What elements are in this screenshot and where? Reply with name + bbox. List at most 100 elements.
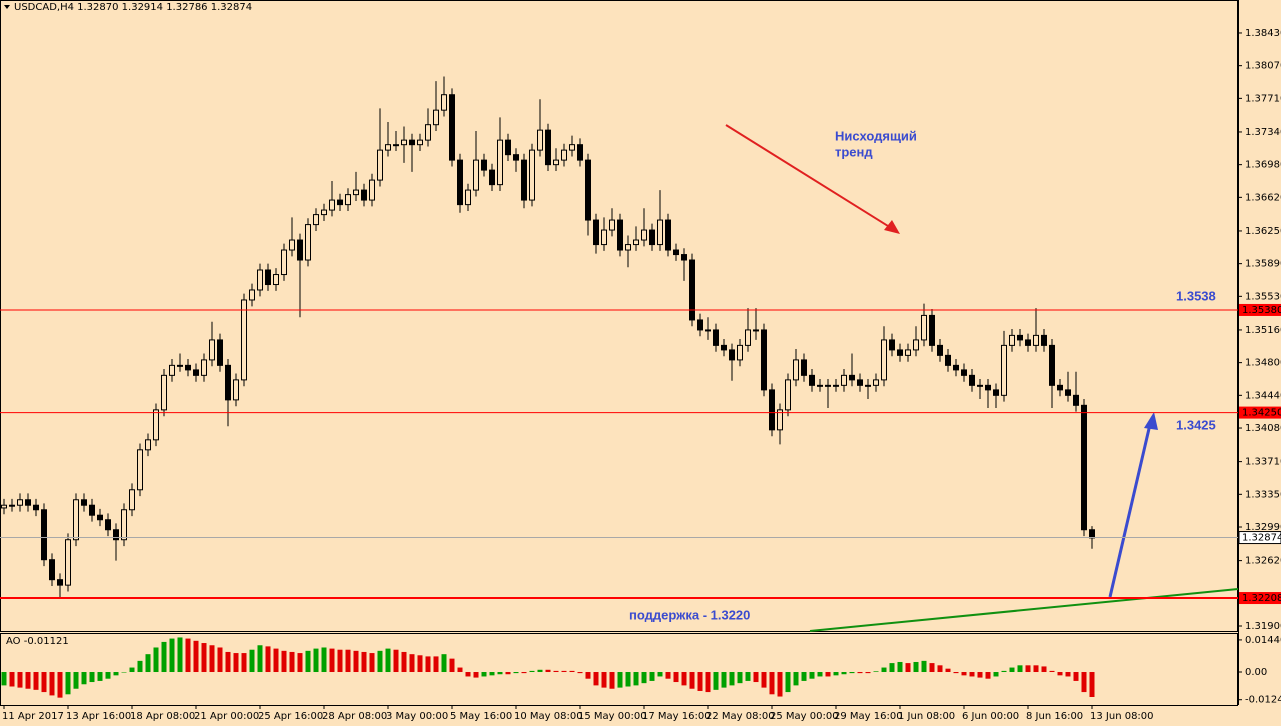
candle-body <box>481 159 487 171</box>
candle-body <box>449 94 455 161</box>
ao-bar <box>361 651 367 673</box>
x-tick-label: 15 May 00:00 <box>578 711 647 722</box>
candle-body <box>577 144 583 161</box>
y-tick-label: 1.36620 <box>1245 192 1281 203</box>
candle-body <box>881 339 887 381</box>
ao-bar <box>65 672 71 695</box>
candle-body <box>1089 529 1095 539</box>
ao-bar <box>81 672 87 685</box>
ao-bar <box>945 668 951 673</box>
trend-arrow-head <box>884 220 900 234</box>
candle-body <box>1017 334 1023 341</box>
x-tick-label: 25 May 00:00 <box>770 711 839 722</box>
ao-bar <box>785 672 791 693</box>
candle-body <box>993 389 999 396</box>
candle-body <box>937 344 943 356</box>
level-label-box <box>1239 303 1281 316</box>
ao-bar <box>897 661 903 673</box>
ao-bar <box>25 672 31 689</box>
y-tick-label: 1.34800 <box>1245 358 1281 369</box>
candle-body <box>441 94 447 111</box>
ao-bar <box>273 648 279 673</box>
ao-bar <box>105 672 111 679</box>
candle-body <box>641 229 647 241</box>
candle-body <box>1 504 7 509</box>
ao-bar <box>225 651 231 673</box>
candle-body <box>337 199 343 206</box>
candle-body <box>713 329 719 346</box>
candle-body <box>281 249 287 276</box>
ao-bar <box>841 672 847 675</box>
y-tick-label: 1.35160 <box>1245 325 1281 336</box>
ao-bar <box>481 672 487 677</box>
ao-bar <box>609 672 615 689</box>
ao-bar <box>369 653 375 673</box>
level-label: 1.35380 <box>1242 305 1281 316</box>
candle-body <box>561 149 567 161</box>
candle-body <box>985 384 991 391</box>
ao-bar <box>401 651 407 673</box>
candle-body <box>921 314 927 341</box>
ao-bar <box>489 672 495 676</box>
ao-bar <box>425 656 431 673</box>
x-tick-label: 10 May 08:00 <box>514 711 583 722</box>
candle-body <box>801 359 807 376</box>
candle-body <box>489 169 495 186</box>
ao-bar <box>377 650 383 673</box>
candle-body <box>57 579 63 586</box>
candle-body <box>665 219 671 251</box>
ao-bar <box>1057 672 1063 676</box>
ao-bar <box>289 651 295 673</box>
ao-bar <box>337 649 343 673</box>
candle-body <box>433 109 439 126</box>
ao-bar <box>329 648 335 673</box>
candle-body <box>865 384 871 387</box>
level-label: 1.34250 <box>1242 408 1281 419</box>
ao-bar <box>1049 670 1055 673</box>
ao-bar <box>241 653 247 673</box>
candle-body <box>193 369 199 376</box>
ao-bar <box>465 672 471 677</box>
candle-body <box>497 139 503 186</box>
y-tick-label: 1.37710 <box>1245 93 1281 104</box>
candle-body <box>233 379 239 401</box>
ao-bar <box>881 667 887 673</box>
ao-bar <box>9 672 15 687</box>
candle-body <box>857 379 863 386</box>
candle-body <box>809 374 815 386</box>
y-tick-label: 1.35530 <box>1245 291 1281 302</box>
ao-bar <box>1033 665 1039 673</box>
annotation: тренд <box>835 144 873 159</box>
ao-bar <box>505 672 511 675</box>
y-tick-label: 1.36250 <box>1245 226 1281 237</box>
x-tick-label: 13 Apr 16:00 <box>66 711 131 722</box>
candle-body <box>401 139 407 146</box>
ao-bar <box>985 672 991 679</box>
trend-arrow <box>725 124 897 232</box>
candle-body <box>1081 404 1087 531</box>
candle-body <box>585 159 591 221</box>
ao-bar <box>257 645 263 673</box>
ao-bar <box>1041 666 1047 673</box>
candle-body <box>73 499 79 541</box>
ao-bar <box>41 672 47 693</box>
up-arrow <box>1108 419 1153 598</box>
x-tick-label: 18 Apr 08:00 <box>130 711 195 722</box>
ao-bar <box>553 670 559 673</box>
ao-bar <box>1065 672 1071 677</box>
indicator-panel <box>0 633 1238 706</box>
candle-body <box>361 189 367 201</box>
candle-body <box>681 254 687 261</box>
ao-bar <box>265 646 271 673</box>
candle-body <box>729 349 735 361</box>
ao-bar <box>409 654 415 673</box>
price-panel <box>0 0 1238 632</box>
x-tick-label: 5 May 16:00 <box>450 711 512 722</box>
candle-body <box>513 154 519 161</box>
candle-body <box>305 224 311 261</box>
candle-body <box>465 189 471 206</box>
candle-body <box>137 449 143 491</box>
candle-body <box>217 339 223 366</box>
candle-body <box>185 364 191 371</box>
